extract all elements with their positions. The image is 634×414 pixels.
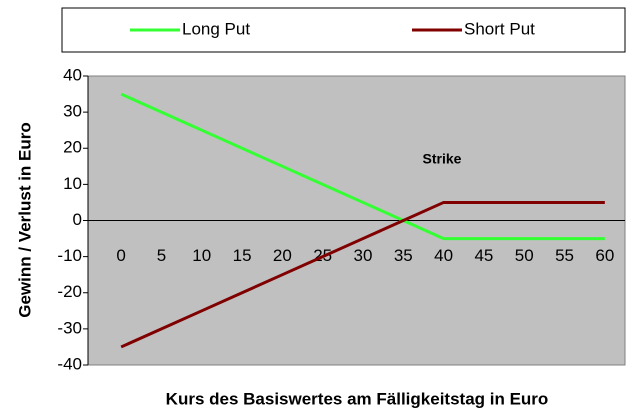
y-tick-label: -10 (57, 246, 82, 265)
x-tick-label: 15 (233, 246, 252, 265)
x-tick-label: 5 (157, 246, 166, 265)
x-axis-label: Kurs des Basiswertes am Fälligkeitstag i… (166, 389, 549, 408)
y-tick-label: 40 (63, 65, 82, 84)
x-tick-label: 55 (555, 246, 574, 265)
y-tick-label: -20 (57, 282, 82, 301)
x-tick-label: 45 (474, 246, 493, 265)
y-tick-label: -40 (57, 354, 82, 373)
y-tick-label: -30 (57, 318, 82, 337)
y-tick-label: 20 (63, 138, 82, 157)
x-tick-label: 40 (434, 246, 453, 265)
x-tick-label: 20 (273, 246, 292, 265)
annotation: Strike (423, 151, 462, 167)
y-tick-label: 10 (63, 174, 82, 193)
x-tick-label: 10 (192, 246, 211, 265)
y-tick-label: 0 (73, 210, 82, 229)
x-tick-label: 50 (515, 246, 534, 265)
x-tick-label: 35 (394, 246, 413, 265)
x-tick-label: 30 (354, 246, 373, 265)
y-axis-label: Gewinn / Verlust in Euro (15, 122, 34, 318)
legend-label: Long Put (182, 19, 250, 38)
legend-label: Short Put (464, 19, 535, 38)
y-tick-label: 30 (63, 102, 82, 121)
x-tick-label: 0 (116, 246, 125, 265)
series-line (120, 200, 605, 349)
x-tick-label: 60 (595, 246, 614, 265)
series-line (120, 92, 605, 241)
